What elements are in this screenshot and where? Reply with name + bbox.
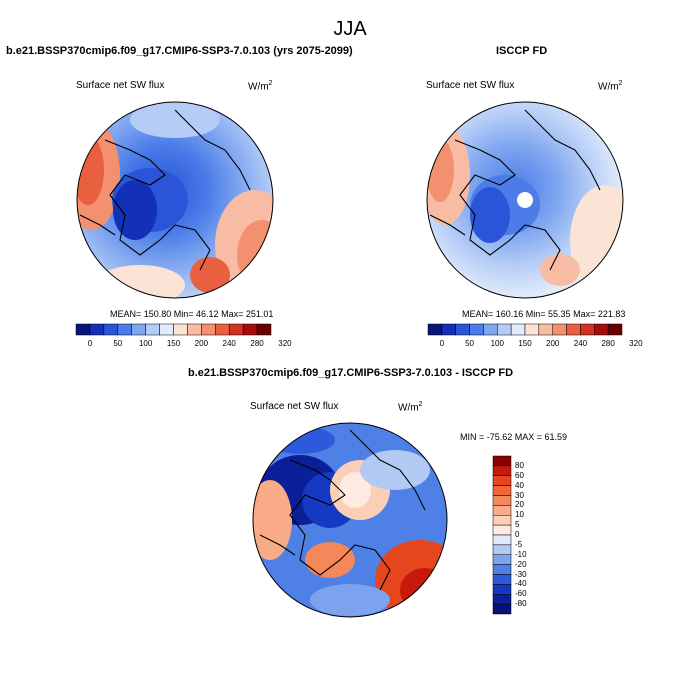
colorbar-tick-label: 100 — [138, 339, 153, 348]
panel-1-variable: Surface net SW flux — [76, 80, 165, 91]
colorbar-swatch — [492, 584, 512, 595]
colorbar-tick-label: 30 — [515, 490, 524, 500]
colorbar-swatch — [242, 323, 258, 336]
figure-title: JJA — [333, 18, 367, 40]
colorbar-tick-label: 40 — [515, 480, 524, 490]
colorbar-swatch — [492, 564, 512, 575]
colorbar-tick-label: 320 — [629, 339, 643, 348]
colorbar-swatch — [469, 323, 484, 336]
colorbar-tick-label: 280 — [601, 339, 615, 348]
panel-2-title: ISCCP FD — [496, 45, 548, 57]
colorbar-tick-label: 240 — [573, 339, 588, 348]
colorbar-tick-label: 100 — [490, 339, 504, 348]
colorbar-swatch — [103, 323, 119, 336]
colorbar-swatch — [492, 495, 512, 506]
colorbar-tick-label: -60 — [515, 589, 527, 599]
colorbar-tick-label: 150 — [166, 339, 181, 348]
colorbar-swatch — [510, 323, 526, 336]
panel-2-variable: Surface net SW flux — [426, 80, 515, 91]
colorbar-swatch — [427, 323, 443, 336]
colorbar-swatch — [607, 323, 623, 336]
colorbar-swatch — [492, 554, 512, 565]
colorbar-swatch — [201, 323, 216, 336]
colorbar-swatch — [256, 323, 272, 336]
colorbar-difference — [492, 455, 512, 615]
colorbar-swatch — [492, 594, 512, 605]
colorbar-tick-label: -5 — [515, 539, 523, 549]
panel-3-title: b.e21.BSSP370cmip6.f09_g17.CMIP6-SSP3-7.… — [188, 367, 514, 379]
colorbar-tick-label: 50 — [465, 339, 475, 348]
colorbar-swatch — [492, 534, 512, 546]
colorbar-swatch — [173, 323, 188, 336]
colorbar-swatch — [228, 323, 244, 336]
colorbar-swatch — [117, 323, 132, 336]
colorbar-tick-label: -10 — [515, 549, 527, 559]
colorbar-tick-label: 60 — [515, 470, 524, 480]
colorbar-swatch — [483, 323, 498, 336]
colorbar-tick-label: 280 — [250, 339, 264, 348]
colorbar-swatch — [594, 323, 609, 336]
colorbar-observations — [427, 323, 623, 336]
panel-2-stats: MEAN= 160.16 Min= 55.35 Max= 221.83 — [462, 309, 626, 319]
colorbar-swatch — [538, 323, 553, 336]
colorbar-swatch — [552, 323, 567, 336]
colorbar-swatch — [187, 323, 202, 336]
colorbar-swatch — [492, 603, 512, 615]
colorbar-swatch — [492, 465, 512, 476]
colorbar-swatch — [492, 524, 512, 536]
colorbar-swatch — [441, 323, 456, 336]
colorbar-swatch — [145, 323, 160, 336]
colorbar-tick-label: 5 — [515, 520, 520, 530]
colorbar-tick-label: -40 — [515, 579, 527, 589]
colorbar-tick-label: 200 — [194, 339, 209, 348]
colorbar-swatch — [492, 515, 512, 526]
panel-1-units: W/m2 — [248, 80, 273, 93]
colorbar-tick-label: 0 — [439, 339, 445, 348]
panel-3-units: W/m2 — [398, 401, 423, 414]
colorbar-swatch — [492, 505, 512, 516]
colorbar-tick-label: 200 — [546, 339, 560, 348]
panel-3-stats: MIN = -75.62 MAX = 61.59 — [460, 432, 568, 442]
colorbar-swatch — [492, 485, 512, 496]
map-difference — [252, 422, 448, 618]
colorbar-swatch — [75, 323, 91, 336]
colorbar-swatch — [492, 455, 512, 467]
colorbar-swatch — [492, 544, 512, 555]
colorbar-tick-label: 0 — [515, 530, 520, 539]
colorbar-swatch — [497, 323, 512, 336]
colorbar-swatch — [159, 323, 174, 336]
colorbar-swatch — [492, 574, 512, 585]
colorbar-tick-label: 240 — [222, 339, 236, 348]
colorbar-swatch — [89, 323, 105, 336]
panel-2-units: W/m2 — [598, 80, 623, 93]
colorbar-swatch — [566, 323, 581, 336]
colorbar-tick-label: -80 — [515, 599, 527, 609]
colorbar-swatch — [131, 323, 146, 336]
colorbar-swatch — [580, 323, 595, 336]
panel-1-title: b.e21.BSSP370cmip6.f09_g17.CMIP6-SSP3-7.… — [6, 45, 353, 57]
colorbar-tick-label: -20 — [515, 559, 527, 569]
colorbar-tick-label: 0 — [87, 339, 93, 348]
colorbar-tick-label: 80 — [515, 460, 524, 470]
panel-1-stats: MEAN= 150.80 Min= 46.12 Max= 251.01 — [110, 309, 274, 319]
colorbar-tick-label: -30 — [515, 569, 527, 579]
colorbar-tick-label: 50 — [113, 339, 123, 348]
colorbar-swatch — [455, 323, 470, 336]
map-model — [76, 101, 274, 299]
colorbar-tick-label: 320 — [278, 339, 292, 348]
colorbar-swatch — [215, 323, 230, 336]
panel-3-variable: Surface net SW flux — [250, 401, 339, 412]
colorbar-swatch — [492, 475, 512, 486]
colorbar-swatch — [524, 323, 540, 336]
colorbar-model — [75, 323, 272, 336]
colorbar-tick-label: 10 — [515, 510, 524, 520]
colorbar-tick-label: 150 — [518, 339, 532, 348]
colorbar-tick-label: 20 — [515, 500, 524, 510]
map-observations — [426, 101, 624, 299]
